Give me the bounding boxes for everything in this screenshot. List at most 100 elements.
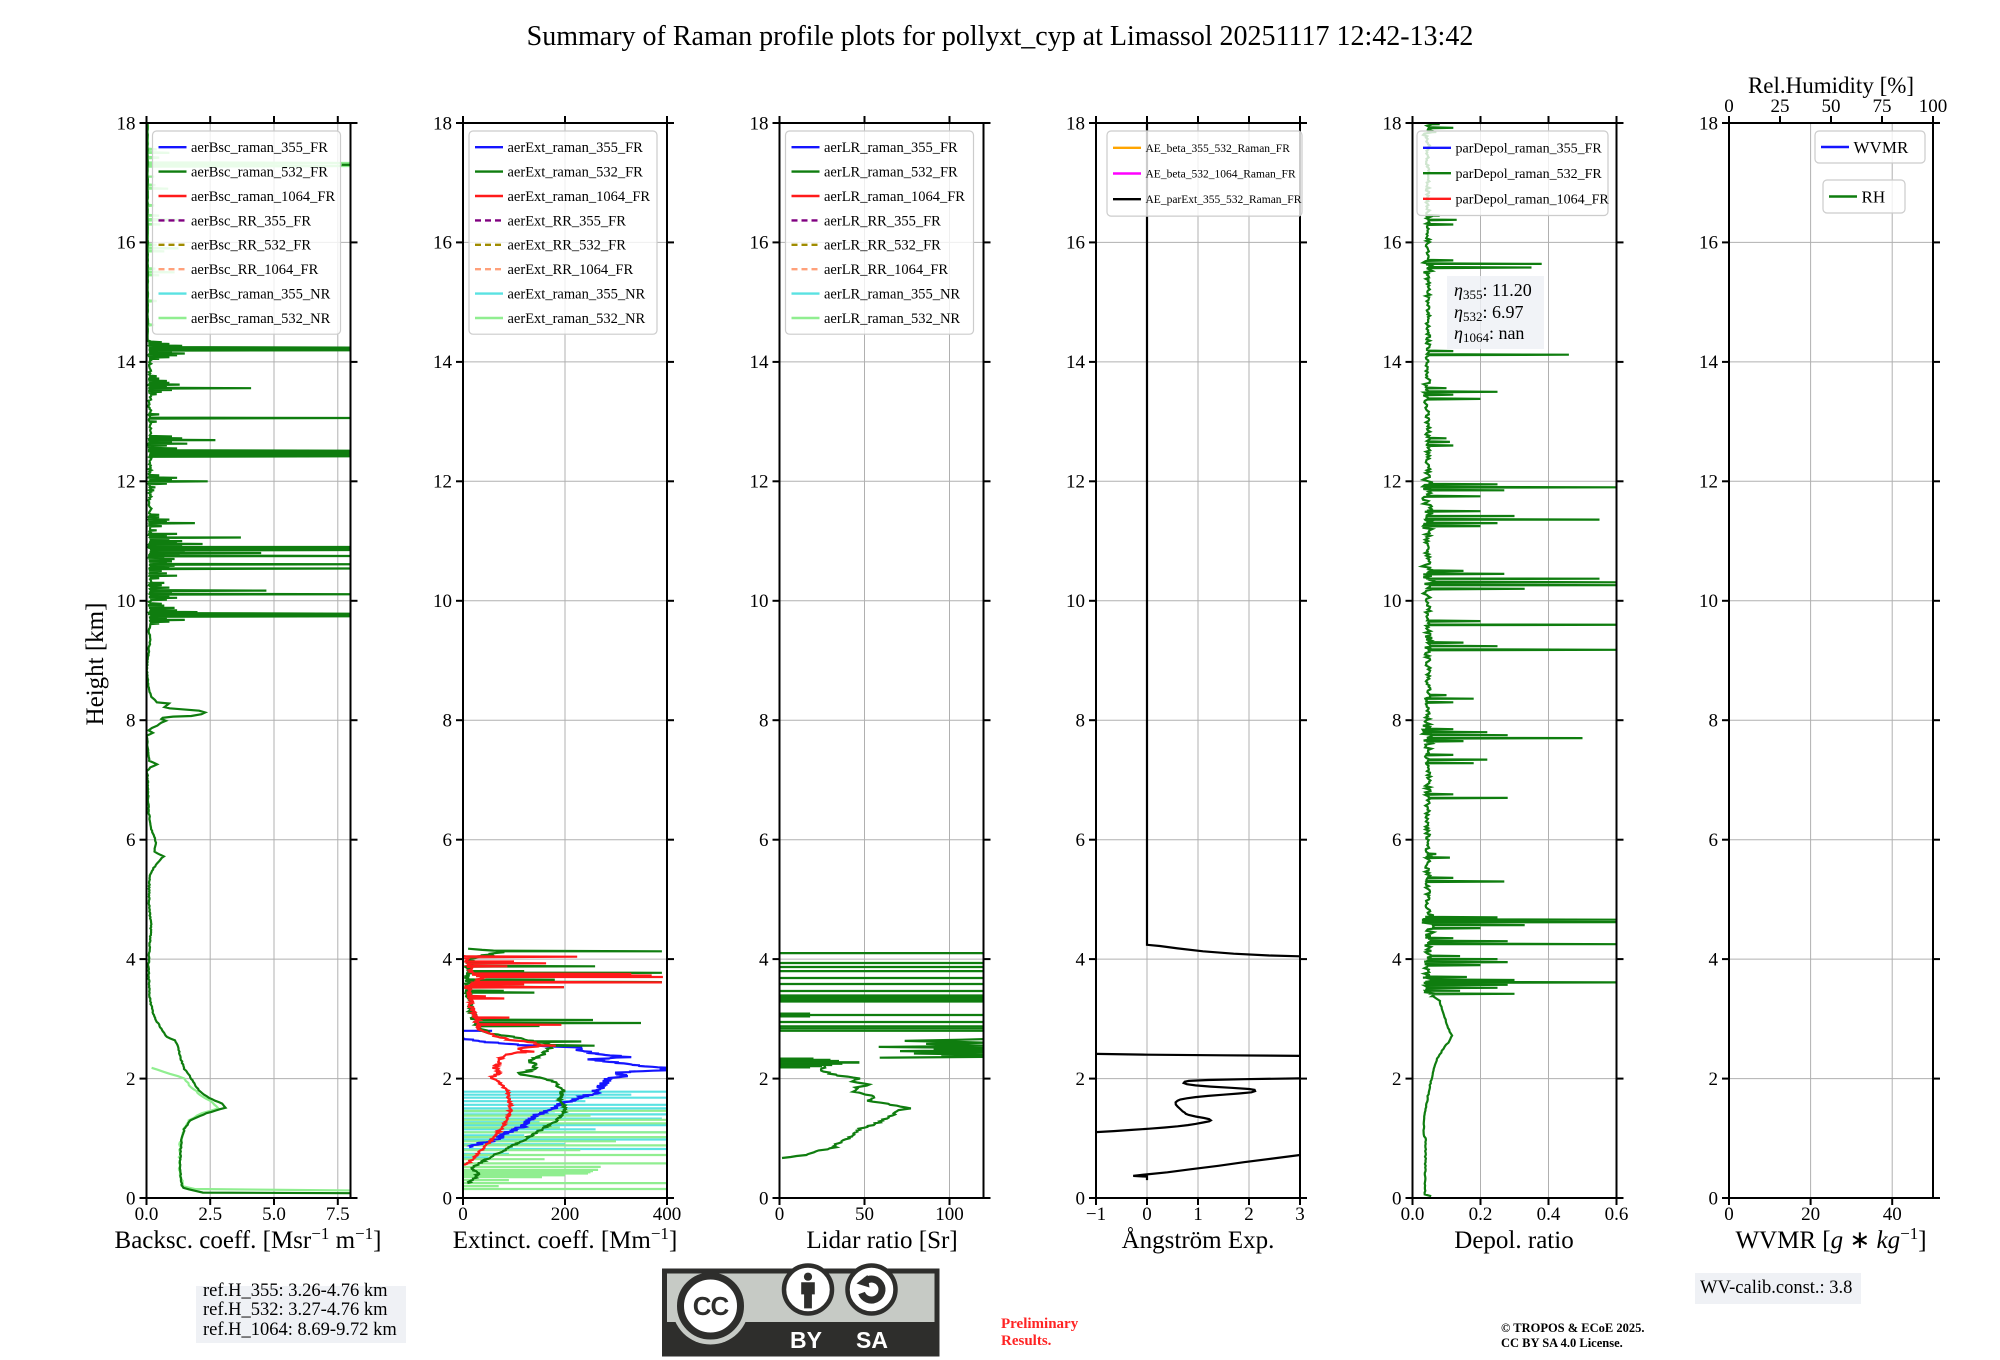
svg-text:12: 12 xyxy=(433,472,452,493)
svg-text:aerLR_RR_355_FR: aerLR_RR_355_FR xyxy=(824,213,941,229)
svg-text:2: 2 xyxy=(126,1069,136,1090)
svg-text:0: 0 xyxy=(458,1204,468,1225)
svg-text:aerLR_raman_1064_FR: aerLR_raman_1064_FR xyxy=(824,189,965,205)
svg-text:aerLR_raman_532_NR: aerLR_raman_532_NR xyxy=(824,311,960,327)
svg-text:18: 18 xyxy=(750,113,769,134)
svg-text:parDepol_raman_532_FR: parDepol_raman_532_FR xyxy=(1456,167,1603,182)
svg-text:Lidar ratio [Sr]: Lidar ratio [Sr] xyxy=(806,1227,957,1254)
svg-text:12: 12 xyxy=(1383,472,1402,493)
svg-text:aerBsc_RR_532_FR: aerBsc_RR_532_FR xyxy=(191,238,311,254)
svg-text:18: 18 xyxy=(1066,113,1085,134)
svg-text:16: 16 xyxy=(1066,233,1085,254)
svg-text:AE_beta_355_532_Raman_FR: AE_beta_355_532_Raman_FR xyxy=(1146,143,1291,155)
svg-text:aerLR_RR_532_FR: aerLR_RR_532_FR xyxy=(824,238,941,254)
svg-text:100: 100 xyxy=(1919,96,1948,117)
svg-text:0.0: 0.0 xyxy=(1401,1204,1425,1225)
svg-text:Rel.Humidity [%]: Rel.Humidity [%] xyxy=(1748,73,1914,98)
svg-text:0.2: 0.2 xyxy=(1469,1204,1493,1225)
svg-text:200: 200 xyxy=(551,1204,580,1225)
svg-text:aerBsc_raman_355_NR: aerBsc_raman_355_NR xyxy=(191,287,331,303)
svg-text:Backsc. coeff. [Msr−1 m−1]: Backsc. coeff. [Msr−1 m−1] xyxy=(115,1224,382,1254)
svg-text:aerLR_raman_532_FR: aerLR_raman_532_FR xyxy=(824,165,958,181)
svg-text:aerBsc_raman_1064_FR: aerBsc_raman_1064_FR xyxy=(191,189,335,205)
svg-text:WVMR: WVMR xyxy=(1854,138,1909,157)
svg-text:6: 6 xyxy=(759,830,769,851)
svg-text:6: 6 xyxy=(1076,830,1086,851)
svg-text:4: 4 xyxy=(443,949,453,970)
svg-text:12: 12 xyxy=(1066,472,1085,493)
svg-text:η1064: nan: η1064: nan xyxy=(1454,323,1524,345)
svg-text:18: 18 xyxy=(1383,113,1402,134)
svg-text:aerExt_raman_1064_FR: aerExt_raman_1064_FR xyxy=(508,189,651,205)
svg-text:16: 16 xyxy=(750,233,769,254)
svg-text:0.4: 0.4 xyxy=(1537,1204,1561,1225)
svg-text:2: 2 xyxy=(1709,1069,1719,1090)
svg-text:aerBsc_raman_355_FR: aerBsc_raman_355_FR xyxy=(191,140,328,156)
svg-text:0: 0 xyxy=(1709,1188,1719,1209)
svg-text:12: 12 xyxy=(1699,472,1718,493)
svg-text:7.5: 7.5 xyxy=(326,1204,350,1225)
svg-text:16: 16 xyxy=(117,233,136,254)
svg-text:8: 8 xyxy=(443,711,453,732)
svg-text:16: 16 xyxy=(433,233,452,254)
svg-text:aerExt_RR_355_FR: aerExt_RR_355_FR xyxy=(508,213,627,229)
svg-text:Extinct. coeff. [Mm−1]: Extinct. coeff. [Mm−1] xyxy=(453,1224,678,1254)
svg-text:14: 14 xyxy=(1383,352,1403,373)
svg-text:ref.H_532: 3.27-4.76 km: ref.H_532: 3.27-4.76 km xyxy=(203,1300,388,1320)
svg-text:parDepol_raman_355_FR: parDepol_raman_355_FR xyxy=(1456,142,1603,157)
svg-text:aerBsc_raman_532_NR: aerBsc_raman_532_NR xyxy=(191,311,331,327)
svg-text:10: 10 xyxy=(1066,591,1085,612)
svg-text:aerBsc_RR_1064_FR: aerBsc_RR_1064_FR xyxy=(191,262,319,278)
svg-text:aerExt_raman_355_FR: aerExt_raman_355_FR xyxy=(508,140,644,156)
svg-text:© TROPOS & ECoE 2025.: © TROPOS & ECoE 2025. xyxy=(1501,1321,1645,1335)
svg-text:2: 2 xyxy=(1392,1069,1402,1090)
svg-text:5.0: 5.0 xyxy=(262,1204,286,1225)
svg-text:0: 0 xyxy=(1392,1188,1402,1209)
svg-text:20: 20 xyxy=(1801,1204,1820,1225)
svg-text:AE_beta_532_1064_Raman_FR: AE_beta_532_1064_Raman_FR xyxy=(1146,169,1296,181)
svg-text:4: 4 xyxy=(759,949,769,970)
svg-text:6: 6 xyxy=(443,830,453,851)
svg-text:aerExt_RR_1064_FR: aerExt_RR_1064_FR xyxy=(508,262,634,278)
svg-text:2.5: 2.5 xyxy=(198,1204,222,1225)
svg-text:WV-calib.const.: 3.8: WV-calib.const.: 3.8 xyxy=(1700,1278,1852,1298)
svg-text:ref.H_1064: 8.69-9.72 km: ref.H_1064: 8.69-9.72 km xyxy=(203,1320,397,1340)
svg-text:0: 0 xyxy=(1142,1204,1152,1225)
svg-text:16: 16 xyxy=(1699,233,1718,254)
svg-text:2: 2 xyxy=(443,1069,453,1090)
svg-text:aerLR_RR_1064_FR: aerLR_RR_1064_FR xyxy=(824,262,948,278)
svg-text:6: 6 xyxy=(1392,830,1402,851)
svg-text:12: 12 xyxy=(750,472,769,493)
svg-text:0: 0 xyxy=(1076,1188,1086,1209)
svg-text:18: 18 xyxy=(433,113,452,134)
svg-text:ref.H_355: 3.26-4.76 km: ref.H_355: 3.26-4.76 km xyxy=(203,1281,388,1301)
svg-text:η532: 6.97: η532: 6.97 xyxy=(1454,302,1523,324)
svg-text:0.0: 0.0 xyxy=(135,1204,159,1225)
svg-text:8: 8 xyxy=(1076,711,1086,732)
svg-text:η355: 11.20: η355: 11.20 xyxy=(1454,280,1532,302)
svg-text:Results.: Results. xyxy=(1001,1333,1052,1349)
svg-text:4: 4 xyxy=(1076,949,1086,970)
svg-text:10: 10 xyxy=(750,591,769,612)
svg-text:0: 0 xyxy=(775,1204,785,1225)
svg-text:4: 4 xyxy=(126,949,136,970)
svg-text:aerLR_raman_355_FR: aerLR_raman_355_FR xyxy=(824,140,958,156)
svg-text:0: 0 xyxy=(1724,1204,1734,1225)
svg-text:4: 4 xyxy=(1392,949,1402,970)
svg-text:aerBsc_raman_532_FR: aerBsc_raman_532_FR xyxy=(191,165,328,181)
svg-text:aerLR_raman_355_NR: aerLR_raman_355_NR xyxy=(824,287,960,303)
svg-text:75: 75 xyxy=(1873,96,1892,117)
svg-text:8: 8 xyxy=(1392,711,1402,732)
svg-text:14: 14 xyxy=(1066,352,1086,373)
svg-text:−1: −1 xyxy=(1086,1204,1106,1225)
svg-text:parDepol_raman_1064_FR: parDepol_raman_1064_FR xyxy=(1456,193,1610,208)
svg-text:18: 18 xyxy=(1699,113,1718,134)
svg-text:SA: SA xyxy=(856,1327,888,1353)
svg-text:100: 100 xyxy=(935,1204,964,1225)
svg-text:10: 10 xyxy=(1699,591,1718,612)
svg-text:AE_parExt_355_532_Raman_FR: AE_parExt_355_532_Raman_FR xyxy=(1146,194,1302,206)
svg-text:14: 14 xyxy=(117,352,137,373)
svg-text:2: 2 xyxy=(1244,1204,1254,1225)
svg-text:2: 2 xyxy=(1076,1069,1086,1090)
svg-text:40: 40 xyxy=(1883,1204,1902,1225)
